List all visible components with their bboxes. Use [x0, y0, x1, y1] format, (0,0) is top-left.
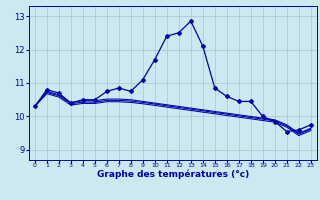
X-axis label: Graphe des températures (°c): Graphe des températures (°c) [97, 170, 249, 179]
